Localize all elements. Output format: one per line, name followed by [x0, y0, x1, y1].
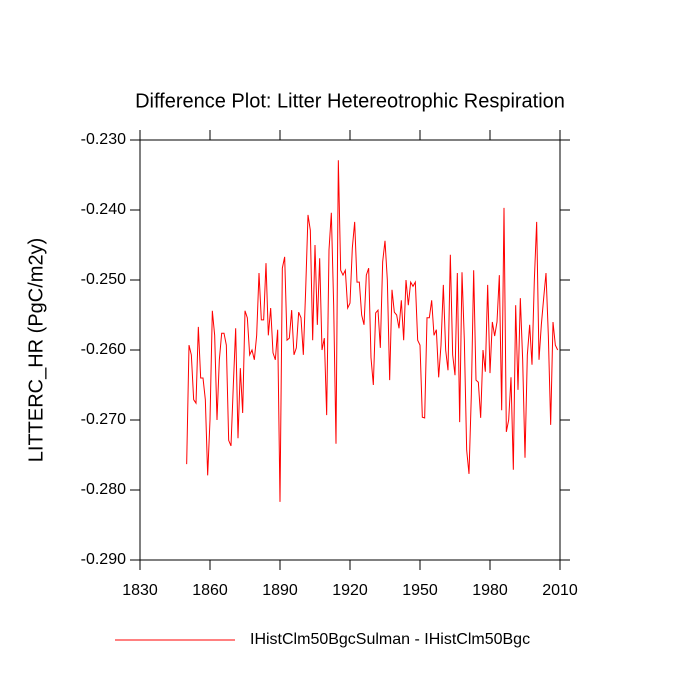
x-tick-label: 1950 [402, 582, 438, 599]
chart-title: Difference Plot: Litter Hetereotrophic R… [135, 90, 565, 112]
x-tick-label: 1860 [192, 582, 228, 599]
data-line [186, 160, 559, 502]
x-tick-label: 2010 [542, 582, 578, 599]
y-tick-label: -0.250 [81, 271, 126, 288]
y-tick-label: -0.260 [81, 341, 126, 358]
legend-label: IHistClm50BgcSulman - IHistClm50Bgc [250, 631, 530, 648]
x-tick-label: 1920 [332, 582, 368, 599]
x-tick-label: 1890 [262, 582, 298, 599]
y-tick-label: -0.290 [81, 551, 126, 568]
x-tick-label: 1830 [122, 582, 158, 599]
y-tick-label: -0.280 [81, 481, 126, 498]
plot-frame [139, 139, 561, 561]
x-tick-label: 1980 [472, 582, 508, 599]
y-tick-label: -0.270 [81, 411, 126, 428]
y-tick-label: -0.240 [81, 201, 126, 218]
y-axis-label: LITTERC_HR (PgC/m2y) [25, 238, 47, 462]
y-tick-label: -0.230 [81, 131, 126, 148]
